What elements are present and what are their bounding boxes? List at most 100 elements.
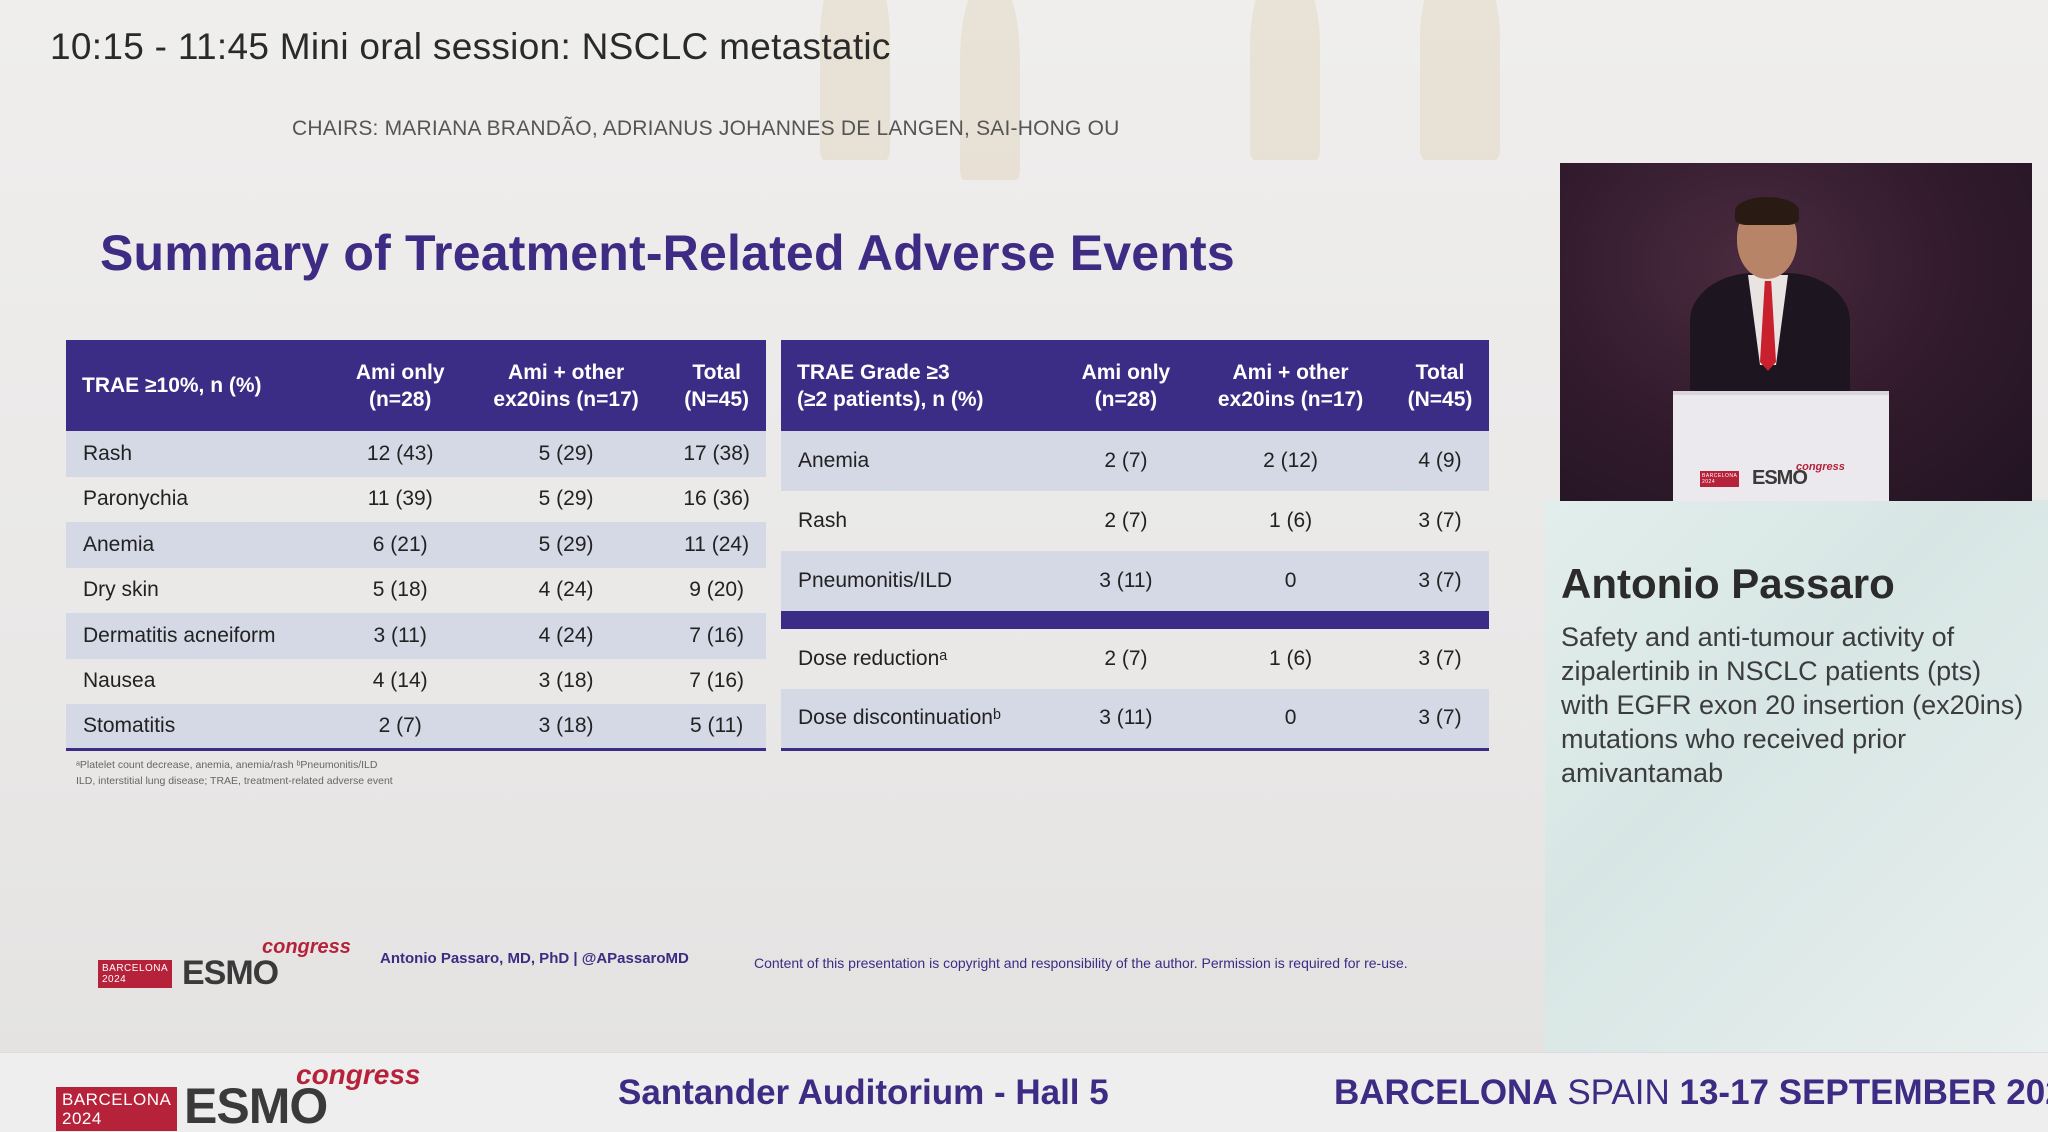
value-cell: 5 (18) xyxy=(372,578,428,602)
speaker-video-feed: BARCELONA 2024 ESMO congress xyxy=(1560,163,2032,501)
event-name-cell: Nausea xyxy=(83,669,156,693)
slide-title: Summary of Treatment-Related Adverse Eve… xyxy=(100,225,1235,281)
background-spire xyxy=(960,0,1020,180)
column-header: Ami + other ex20ins (n=17) xyxy=(1190,340,1391,431)
table-row: Dose reductionᵃ 2 (7) 1 (6) 3 (7) xyxy=(781,629,1489,689)
country-name: SPAIN xyxy=(1557,1073,1680,1112)
value-cell: 11 (24) xyxy=(667,522,766,568)
value-cell: 1 (6) xyxy=(1268,647,1313,670)
event-name-cell: Anemia xyxy=(66,522,336,568)
event-name-cell: Rash xyxy=(798,509,848,532)
footnote-line: ILD, interstitial lung disease; TRAE, tr… xyxy=(76,775,393,787)
value-cell: 4 (24) xyxy=(464,613,668,659)
event-name-cell: Rash xyxy=(66,431,336,477)
event-name-cell: Dermatitis acneiform xyxy=(66,613,336,659)
footnote-line: ᵃPlatelet count decrease, anemia, anemia… xyxy=(76,759,378,771)
trae-grade3-table: TRAE Grade ≥3 (≥2 patients), n (%) Ami onl… xyxy=(781,340,1489,751)
column-header: Ami + other ex20ins (n=17) xyxy=(464,340,668,431)
table-row: Pneumonitis/ILD 3 (11) 0 3 (7) xyxy=(781,551,1489,611)
city-name: BARCELONA xyxy=(1334,1073,1558,1112)
value-cell: 7 (16) xyxy=(689,669,745,693)
event-dates: 13-17 SEPTEMBER 2024 xyxy=(1679,1073,2048,1112)
presentation-slide: Summary of Treatment-Related Adverse Eve… xyxy=(62,160,1542,1010)
value-cell: 0 xyxy=(1190,689,1391,751)
esmo-wordmark: ESMO xyxy=(184,1078,328,1132)
slide-author: Antonio Passaro, MD, PhD | @APassaroMD xyxy=(380,950,689,967)
barcelona-text: BARCELONA xyxy=(102,963,169,974)
value-cell: 5 (29) xyxy=(464,431,668,477)
trae-10-percent-table: TRAE ≥10%, n (%) Ami only (n=28) Ami + othe… xyxy=(66,340,766,751)
table-footnote: ᵃPlatelet count decrease, anemia, anemia… xyxy=(76,757,393,789)
congress-wordmark: congress xyxy=(296,1059,421,1090)
table-divider xyxy=(781,611,1489,629)
esmo-banner-logo: BARCELONA 2024 ESMO congress xyxy=(56,1059,421,1132)
column-header: Ami only (n=28) xyxy=(1061,340,1191,431)
value-cell: 1 (6) xyxy=(1268,509,1313,532)
barcelona-badge: BARCELONA 2024 xyxy=(98,960,173,988)
value-cell: 2 (12) xyxy=(1190,431,1391,491)
value-cell: 11 (39) xyxy=(367,487,433,511)
session-chairs: CHAIRS: MARIANA BRANDÃO, ADRIANUS JOHANN… xyxy=(292,117,1120,140)
congress-wordmark: congress xyxy=(1796,461,1845,473)
column-header: Total (N=45) xyxy=(1390,340,1489,431)
value-cell: 0 xyxy=(1190,551,1391,611)
event-name-cell: Dose discontinuationᵇ xyxy=(781,689,1062,751)
copyright-notice: Content of this presentation is copyrigh… xyxy=(754,955,1408,971)
value-cell: 2 (7) xyxy=(335,704,465,750)
column-header: Total (N=45) xyxy=(667,340,766,431)
event-name-cell: Anemia xyxy=(781,431,1062,491)
column-header: Ami only (n=28) xyxy=(335,340,465,431)
session-title: 10:15 - 11:45 Mini oral session: NSCLC m… xyxy=(50,26,891,67)
table-row: Nausea 4 (14) 3 (18) 7 (16) xyxy=(66,659,766,705)
venue-label: Santander Auditorium - Hall 5 xyxy=(618,1073,1109,1112)
value-cell: 12 (43) xyxy=(335,431,465,477)
speaker-tie xyxy=(1760,281,1776,371)
podium-logo: BARCELONA 2024 ESMO congress xyxy=(1700,461,1845,489)
event-location-dates: BARCELONA SPAIN 13-17 SEPTEMBER 2024 xyxy=(1334,1073,2048,1113)
table-row: Rash 12 (43) 5 (29) 17 (38) xyxy=(66,431,766,477)
speaker-name: Antonio Passaro xyxy=(1561,560,1895,607)
event-name-cell: Paronychia xyxy=(83,487,189,511)
event-name-cell: Dose reductionᵃ xyxy=(798,647,948,670)
esmo-wordmark: ESMO xyxy=(1752,467,1808,489)
congress-wordmark: congress xyxy=(262,936,351,958)
value-cell: 16 (36) xyxy=(683,487,750,511)
background-spire xyxy=(1420,0,1500,160)
table-row: Anemia 2 (7) 2 (12) 4 (9) xyxy=(781,431,1489,491)
background-spire xyxy=(820,0,890,160)
table-row: Dose discontinuationᵇ 3 (11) 0 3 (7) xyxy=(781,689,1489,751)
value-cell: 17 (38) xyxy=(667,431,766,477)
value-cell: 3 (11) xyxy=(1061,689,1191,751)
barcelona-badge: BARCELONA 2024 xyxy=(56,1087,178,1131)
speaker-panel-background xyxy=(1545,500,2048,1052)
value-cell: 4 (14) xyxy=(372,669,428,693)
value-cell: 5 (29) xyxy=(464,522,668,568)
value-cell: 7 (16) xyxy=(667,613,766,659)
value-cell: 2 (7) xyxy=(1104,509,1148,532)
value-cell: 3 (11) xyxy=(335,613,465,659)
value-cell: 3 (11) xyxy=(1061,551,1191,611)
background-spire xyxy=(1250,0,1320,160)
value-cell: 6 (21) xyxy=(335,522,465,568)
event-name-cell: Pneumonitis/ILD xyxy=(781,551,1062,611)
value-cell: 3 (7) xyxy=(1390,689,1489,751)
value-cell: 3 (18) xyxy=(538,669,594,693)
table-row: Dry skin 5 (18) 4 (24) 9 (20) xyxy=(66,568,766,614)
event-name-cell: Dry skin xyxy=(83,578,159,602)
column-header: TRAE ≥10%, n (%) xyxy=(66,340,336,431)
value-cell: 3 (7) xyxy=(1390,551,1489,611)
barcelona-text: BARCELONA xyxy=(62,1090,172,1109)
barcelona-badge: BARCELONA 2024 xyxy=(1700,471,1740,487)
year-text: 2024 xyxy=(102,974,127,985)
value-cell: 2 (7) xyxy=(1104,647,1148,670)
speaker-hair xyxy=(1735,197,1799,225)
esmo-wordmark: ESMO xyxy=(182,954,279,992)
value-cell: 5 (29) xyxy=(538,487,594,511)
value-cell: 3 (7) xyxy=(1418,647,1462,670)
table-row: Dermatitis acneiform 3 (11) 4 (24) 7 (16) xyxy=(66,613,766,659)
value-cell: 2 (7) xyxy=(1061,431,1191,491)
event-name-cell: Stomatitis xyxy=(66,704,336,750)
bottom-banner: BARCELONA 2024 ESMO congress Santander A… xyxy=(0,1052,2048,1132)
table-row: Paronychia 11 (39) 5 (29) 16 (36) xyxy=(66,477,766,523)
